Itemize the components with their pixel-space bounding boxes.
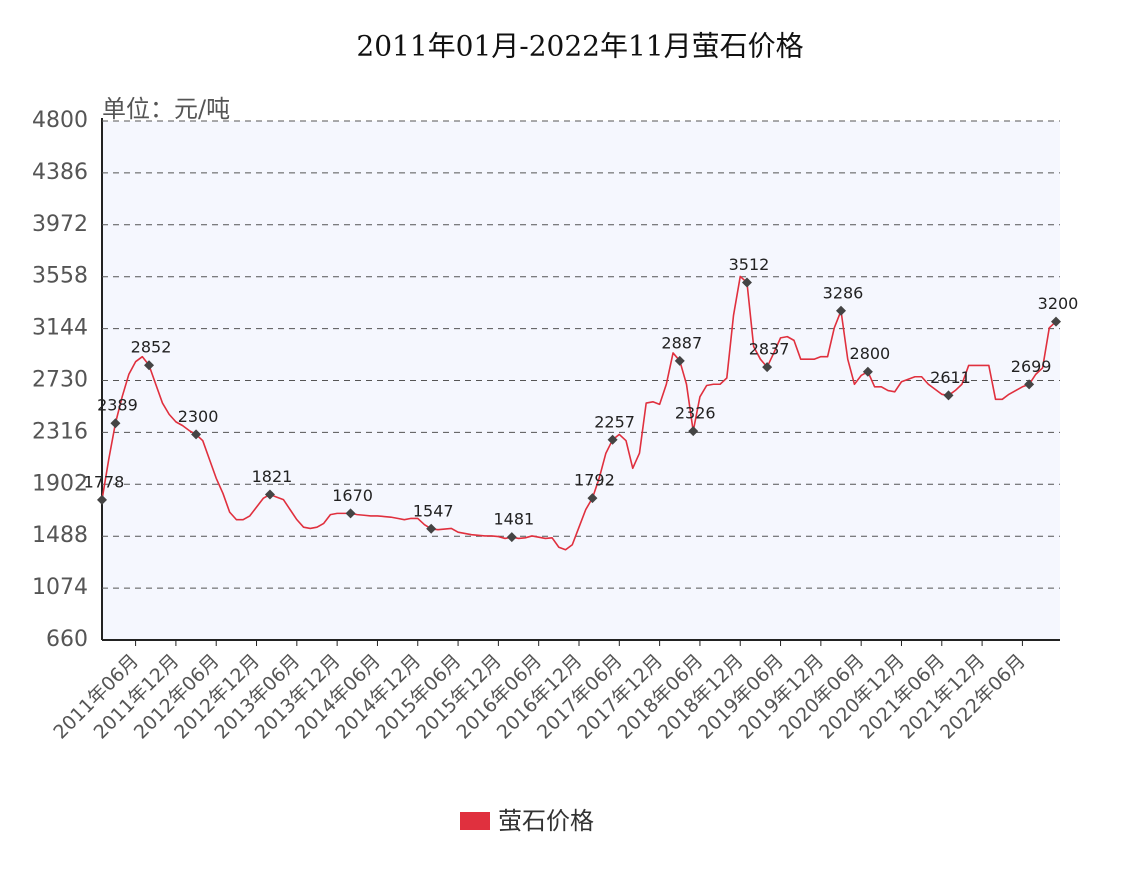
data-label: 2852 (131, 338, 172, 357)
data-label: 2611 (930, 368, 971, 387)
marker (264, 489, 275, 500)
y-tick-label: 1074 (32, 575, 88, 600)
marker (587, 493, 598, 504)
data-label: 2800 (850, 344, 891, 363)
marker (345, 508, 356, 519)
data-label: 3286 (823, 283, 864, 302)
data-label: 3200 (1038, 294, 1079, 313)
marker (607, 434, 618, 445)
y-tick-label: 1902 (32, 471, 88, 496)
data-label: 2257 (594, 412, 635, 431)
y-tick-label: 4800 (32, 108, 88, 133)
marker (741, 277, 752, 288)
marker (144, 360, 155, 371)
marker (688, 426, 699, 437)
marker (426, 523, 437, 534)
y-tick-label: 3558 (32, 264, 88, 289)
data-label: 2300 (178, 407, 219, 426)
marker (762, 362, 773, 373)
y-tick-label: 4386 (32, 160, 88, 185)
data-label: 1547 (413, 501, 454, 520)
y-tick-label: 3144 (32, 316, 88, 341)
data-label: 2887 (661, 333, 702, 352)
marker (943, 390, 954, 401)
data-label: 2837 (749, 340, 790, 359)
marker (862, 366, 873, 377)
legend-label: 萤石价格 (498, 807, 594, 835)
marker (191, 429, 202, 440)
y-axis-label: 单位：元/吨 (102, 95, 230, 123)
y-tick-label: 1488 (32, 523, 88, 548)
legend-swatch (460, 812, 490, 830)
data-label: 1778 (84, 472, 125, 491)
data-label: 1821 (252, 467, 293, 486)
marker (1051, 316, 1061, 327)
marker (506, 532, 517, 543)
marker (674, 355, 685, 366)
line (101, 275, 1057, 551)
data-label: 1792 (574, 471, 615, 490)
marker (97, 494, 107, 505)
data-label: 2326 (675, 404, 716, 423)
y-tick-label: 660 (46, 627, 88, 652)
data-label: 2699 (1011, 357, 1052, 376)
chart-title: 2011年01月-2022年11月萤石价格 (356, 30, 803, 63)
marker (1024, 379, 1035, 390)
data-label: 2389 (97, 396, 138, 415)
y-tick-label: 2316 (32, 419, 88, 444)
y-tick-label: 2730 (32, 368, 88, 393)
data-label: 1481 (493, 510, 534, 529)
data-label: 1670 (332, 486, 373, 505)
marker (836, 305, 847, 316)
y-tick-label: 3972 (32, 212, 88, 237)
marker (110, 418, 121, 429)
data-label: 3512 (729, 255, 770, 274)
